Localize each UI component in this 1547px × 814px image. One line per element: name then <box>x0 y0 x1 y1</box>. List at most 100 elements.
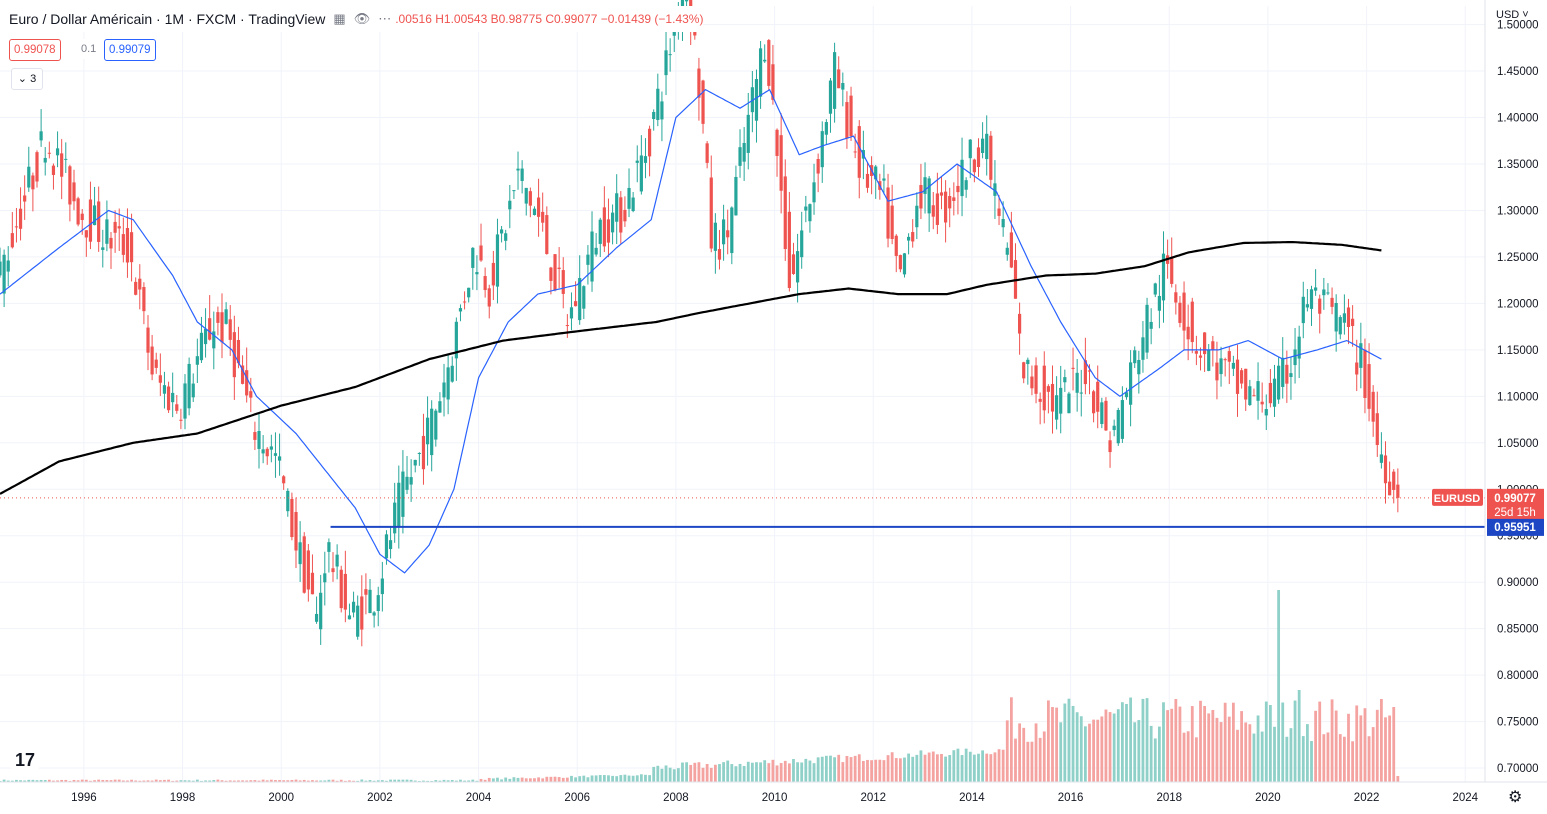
candle-body <box>697 68 701 98</box>
indicators-toggle[interactable]: ⌄ 3 <box>11 68 43 90</box>
volume-bar <box>726 760 730 782</box>
volume-bar <box>315 780 318 782</box>
volume-bar <box>1088 723 1091 782</box>
candle-body <box>1108 440 1112 453</box>
candle-body <box>849 95 853 137</box>
candle-body <box>1215 362 1219 381</box>
candle-body <box>1293 349 1297 366</box>
volume-bar <box>417 780 421 782</box>
candle-body <box>442 382 446 398</box>
candle-body <box>980 138 985 154</box>
volume-bar <box>89 780 92 782</box>
price-axis-bg <box>1485 0 1547 814</box>
volume-bar <box>142 780 146 782</box>
source-code-icon[interactable]: ▦ <box>333 11 346 26</box>
volume-bar <box>709 767 713 782</box>
candle-body <box>1087 370 1092 372</box>
volume-bar <box>117 779 121 782</box>
volume-bar <box>241 780 244 782</box>
candle-body <box>1252 395 1256 397</box>
y-tick-label: 1.10000 <box>1497 391 1539 403</box>
volume-bar <box>668 767 672 782</box>
candle-body <box>1272 378 1277 407</box>
x-tick-label: 1996 <box>71 792 97 804</box>
candle-body <box>1363 349 1367 398</box>
volume-bar <box>1388 715 1392 782</box>
candle-body <box>520 168 524 181</box>
candle-body <box>364 589 368 595</box>
volume-bar <box>335 780 339 782</box>
tradingview-logo-icon[interactable]: 17 <box>8 748 42 772</box>
volume-bar <box>175 780 179 782</box>
candle-body <box>1178 302 1182 323</box>
volume-bar <box>360 779 364 782</box>
candle-body <box>125 228 130 263</box>
candle-body <box>997 208 1001 216</box>
candle-body <box>220 312 224 343</box>
candle-body <box>113 221 117 233</box>
candle-body <box>421 435 426 470</box>
volume-bar <box>1392 707 1396 782</box>
eye-icon[interactable]: 👁 <box>353 11 371 26</box>
candle-body <box>203 328 208 345</box>
volume-bar <box>405 779 409 782</box>
currency-selector[interactable]: USD ˅ <box>1496 9 1529 21</box>
volume-bar <box>672 769 676 782</box>
candle-body <box>483 276 487 291</box>
candle-body <box>224 309 228 324</box>
y-tick-label: 0.90000 <box>1497 577 1539 589</box>
candle-body <box>705 143 709 163</box>
candle-body <box>906 236 911 241</box>
volume-bar <box>1256 715 1260 782</box>
candle-body <box>771 64 775 100</box>
candle-body <box>1120 400 1124 439</box>
y-tick-label: 1.50000 <box>1497 20 1539 32</box>
candle-body <box>804 206 808 211</box>
volume-bar <box>948 755 952 782</box>
symbol-title[interactable]: Euro / Dollar Américain · 1M · FXCM · Tr… <box>9 11 326 27</box>
volume-bar <box>820 756 824 782</box>
candle-body <box>791 254 796 275</box>
volume-bar <box>1371 727 1375 782</box>
candle-body <box>1005 247 1009 255</box>
candle-body <box>479 245 483 261</box>
candle-body <box>1240 370 1244 384</box>
volume-bar <box>60 779 64 782</box>
gear-icon[interactable]: ⚙ <box>1508 789 1523 806</box>
x-tick-label: 2014 <box>959 792 985 804</box>
volume-bar <box>730 764 734 782</box>
candle-body <box>1211 341 1215 351</box>
candle-body <box>471 247 475 268</box>
volume-bar <box>664 765 668 782</box>
candle-body <box>273 453 278 456</box>
volume-bar <box>570 775 573 782</box>
volume-bar <box>72 779 76 782</box>
candle-body <box>1009 232 1013 268</box>
volume-bar <box>1104 709 1108 782</box>
current-price-tag-bg <box>1487 488 1544 520</box>
chevron-down-icon: ⌄ <box>17 73 28 85</box>
volume-bar <box>952 750 956 782</box>
volume-bar <box>1375 709 1379 782</box>
more-icon[interactable]: ⋯ <box>378 11 392 26</box>
volume-bar <box>516 777 520 782</box>
candle-body <box>191 383 195 398</box>
sell-price-box[interactable]: 0.99078 <box>9 39 61 61</box>
volume-bar <box>512 777 516 782</box>
volume-bar <box>393 779 397 782</box>
volume-bar <box>660 768 664 782</box>
buy-price-box[interactable]: 0.99079 <box>104 39 156 61</box>
candle-body <box>931 205 935 217</box>
volume-bar <box>269 779 273 782</box>
candle-body <box>750 87 754 113</box>
candle-body <box>269 446 273 450</box>
candle-body <box>261 449 265 454</box>
volume-bar <box>311 780 314 782</box>
volume-bar <box>956 748 960 782</box>
candle-body <box>927 178 931 214</box>
candle-body <box>565 325 569 327</box>
candle-body <box>467 287 471 298</box>
volume-bar <box>755 762 758 782</box>
candle-body <box>1124 392 1129 398</box>
